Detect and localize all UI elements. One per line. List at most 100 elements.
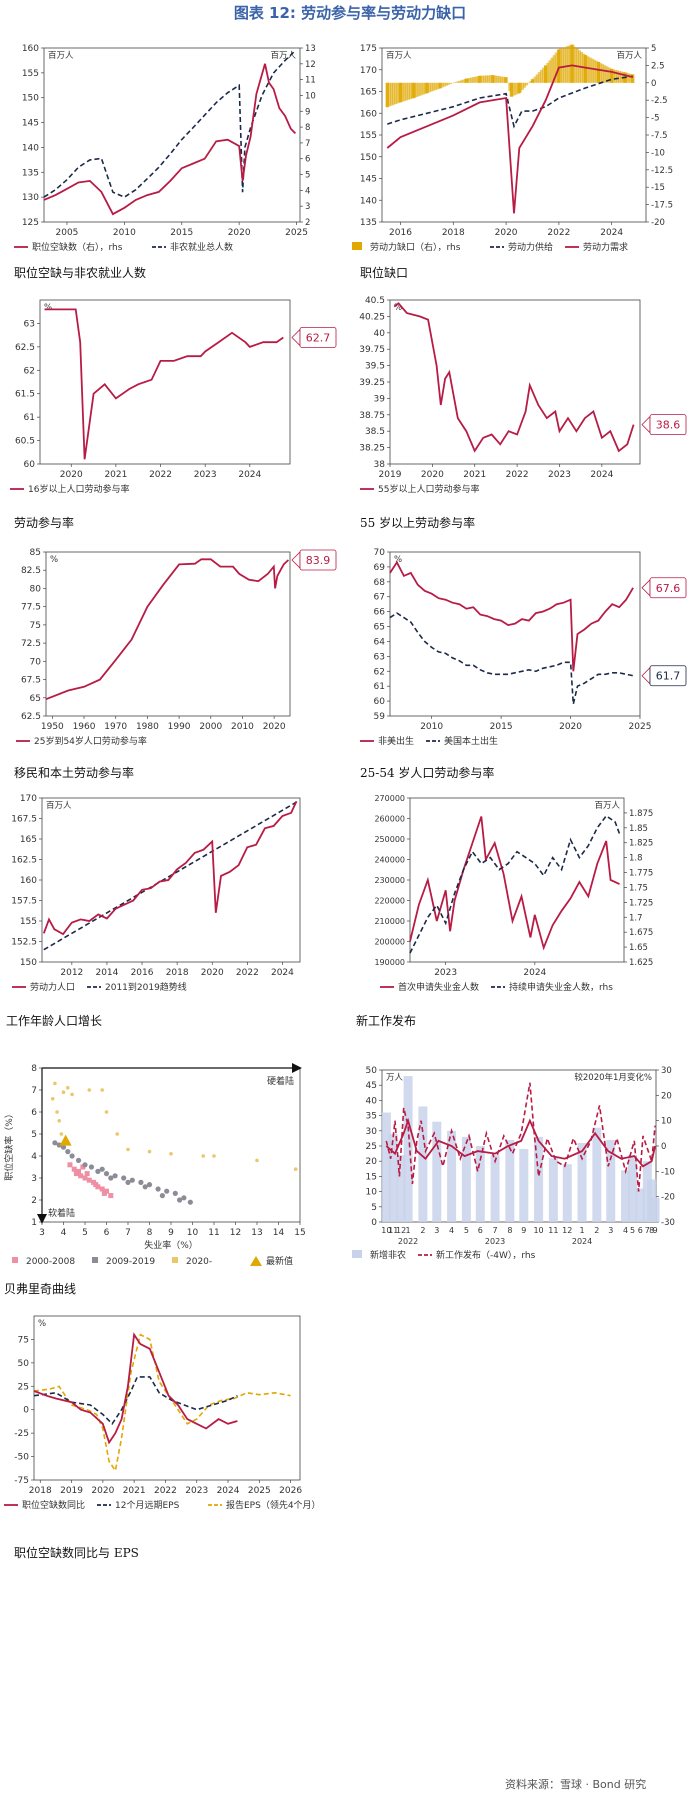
bar <box>459 80 463 83</box>
y-tick-label: 40.5 <box>365 296 385 306</box>
y-right-tick-label: 8 <box>305 123 310 133</box>
y-tick-label: 62.5 <box>15 343 35 353</box>
x-tick-label: 2021 <box>104 470 127 480</box>
chart-caption-c9: 贝弗里奇曲线 <box>4 1282 77 1296</box>
bar <box>394 82 398 105</box>
scatter-point-1 <box>187 1199 193 1205</box>
bar <box>478 75 482 83</box>
bar <box>548 1158 558 1222</box>
chart-panel-c10: 0 5 10 15 20 25 30 35 40 45 50 -30 -20 -10 0 10 20 30 10 11… <box>350 1046 700 1268</box>
y-tick-label: 0 <box>371 1218 377 1228</box>
y-right-tick-label: 0 <box>651 79 656 89</box>
y-tick-label: 2 <box>31 1196 37 1206</box>
y-tick-label: 62.5 <box>21 712 41 722</box>
scatter-point-1 <box>103 1171 110 1177</box>
bar <box>406 82 410 100</box>
y-tick-label: 82.5 <box>21 566 41 576</box>
scatter-point-0 <box>82 1175 88 1181</box>
end-label-box <box>299 549 337 571</box>
end-label-value: 62.7 <box>306 331 331 344</box>
bar <box>434 82 438 90</box>
x-tick-label: 2 <box>420 1226 425 1235</box>
x-tick-label: 2024 <box>600 228 623 238</box>
end-label-value: 38.6 <box>656 419 681 432</box>
y-tick-label: 69 <box>374 563 386 573</box>
chart-caption-c3: 职位缺口 <box>360 266 409 280</box>
x-tick-label: 8 <box>649 1226 654 1235</box>
bar <box>563 47 567 83</box>
y-axis-label: 职位空缺率（%） <box>3 1109 15 1181</box>
chart-panel-c6: 59 60 61 62 63 64 65 66 67 68 69 70 2010 2015 2020 2025… <box>350 540 700 754</box>
y-tick-label: 50 <box>18 1359 30 1369</box>
legend-label: 2000-2008 <box>26 1257 75 1267</box>
scatter-point-1 <box>95 1168 101 1174</box>
chart-caption-c6: 移民和本土劳动参与率 <box>14 766 135 780</box>
bar <box>485 75 489 83</box>
chart-c5: 62.5 65 67.5 70 72.5 75 77.5 80 82.5 85 1950 1960 19… <box>16 548 337 747</box>
y-tick-label: 61 <box>24 413 35 423</box>
y-tick-label: 250000 <box>374 835 405 844</box>
scatter-point-0 <box>80 1164 86 1170</box>
bar <box>421 82 425 95</box>
y-tick-label: 7 <box>31 1086 37 1096</box>
y-right-tick-label: 2.5 <box>651 61 665 71</box>
bar <box>630 74 634 83</box>
bar <box>546 62 550 83</box>
x-tick-label: 12 <box>562 1226 572 1235</box>
y-tick-label: 160 <box>20 876 37 886</box>
y-tick-label: 190000 <box>374 958 405 967</box>
y-tick-label: 160 <box>22 44 39 54</box>
bar <box>428 82 432 93</box>
x-tick-label: 2019 <box>60 1486 83 1496</box>
scatter-point-1 <box>69 1153 75 1159</box>
end-label-value: 83.9 <box>306 554 331 567</box>
legend-label: 非农就业总人数 <box>170 241 233 253</box>
bar <box>385 82 389 108</box>
scatter-point-0 <box>84 1171 90 1177</box>
y-right-tick-label: 30 <box>661 1066 672 1076</box>
bar <box>432 82 436 91</box>
bar <box>432 1121 442 1222</box>
y-tick-label: 38 <box>374 460 386 470</box>
bar <box>534 1136 544 1222</box>
series-line-0 <box>44 308 284 460</box>
x-tick-label: 2022 <box>149 470 172 480</box>
bar <box>491 75 495 83</box>
unit-left-label: % <box>50 555 58 565</box>
bar <box>398 82 402 103</box>
series-line-1 <box>43 63 297 216</box>
legend-label: 新工作发布（-4W），rhs <box>436 1249 536 1261</box>
legend-label: 25岁到54岁人口劳动参与率 <box>34 735 147 747</box>
x-axis-label: 失业率（%） <box>144 1239 198 1251</box>
series-line-0 <box>387 75 633 129</box>
x-tick-label: 3 <box>434 1226 439 1235</box>
y-tick-label: 145 <box>22 119 39 129</box>
scatter-point-0 <box>76 1168 82 1174</box>
bar <box>472 77 476 83</box>
bar <box>514 82 518 95</box>
y-tick-label: 70 <box>374 548 386 558</box>
bar <box>505 1139 515 1222</box>
legend-swatch <box>92 1257 98 1263</box>
scatter-point-2 <box>66 1086 70 1090</box>
y-tick-label: 145 <box>360 175 377 185</box>
legend-label: 报告EPS（领先4个月） <box>226 1499 321 1511</box>
x-tick-label: 2024 <box>271 968 294 978</box>
y-right-tick-label: 1.7 <box>629 913 643 923</box>
bar <box>438 82 442 89</box>
y-tick-label: 162.5 <box>11 856 37 866</box>
y-tick-label: 65 <box>30 694 41 704</box>
y-tick-label: 150 <box>22 94 39 104</box>
bar <box>607 67 611 83</box>
x-tick-label: 2020 <box>559 722 582 732</box>
bar <box>542 67 546 83</box>
scatter-point-1 <box>177 1197 183 1203</box>
series-line-0 <box>389 560 634 672</box>
chart-c11: -75 -50 -25 0 25 50 75 2018 2019 2020 2021 2022 2023… <box>4 1315 321 1511</box>
y-right-tick-label: 12 <box>305 60 316 70</box>
series-line-2 <box>33 1332 238 1445</box>
x-tick-label: 11 <box>208 1228 219 1238</box>
x-tick-label: 6 <box>104 1228 110 1238</box>
x-tick-label: 13 <box>251 1228 262 1238</box>
y-tick-label: 61 <box>374 682 385 692</box>
